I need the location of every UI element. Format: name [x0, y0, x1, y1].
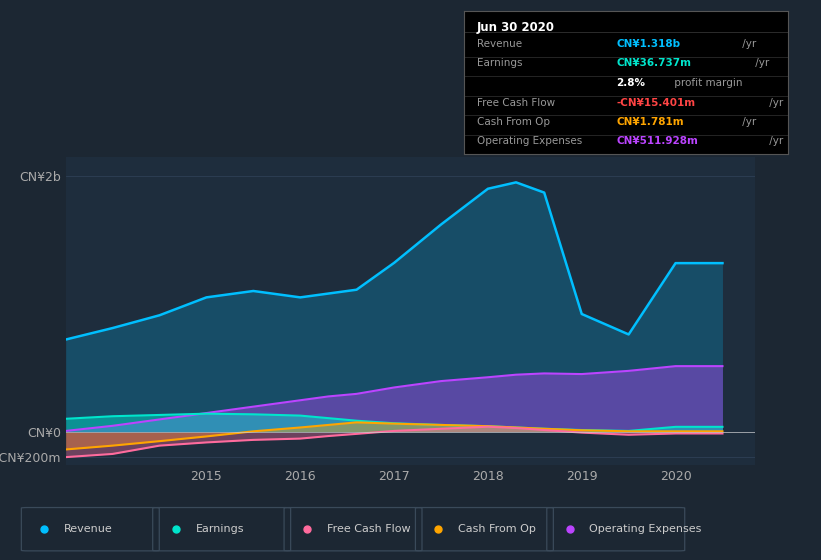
Text: Revenue: Revenue [477, 39, 522, 49]
Text: Revenue: Revenue [64, 524, 112, 534]
Text: profit margin: profit margin [671, 78, 742, 87]
Text: /yr: /yr [753, 58, 770, 68]
Text: 2.8%: 2.8% [617, 78, 645, 87]
Text: CN¥1.781m: CN¥1.781m [617, 117, 684, 127]
Text: Earnings: Earnings [477, 58, 522, 68]
Text: CN¥1.318b: CN¥1.318b [617, 39, 681, 49]
Text: CN¥36.737m: CN¥36.737m [617, 58, 691, 68]
Text: /yr: /yr [739, 39, 756, 49]
Text: /yr: /yr [766, 136, 783, 146]
Text: /yr: /yr [739, 117, 756, 127]
Text: -CN¥15.401m: -CN¥15.401m [617, 97, 695, 108]
Text: Operating Expenses: Operating Expenses [477, 136, 582, 146]
Text: Cash From Op: Cash From Op [458, 524, 536, 534]
Text: Cash From Op: Cash From Op [477, 117, 550, 127]
Text: Free Cash Flow: Free Cash Flow [477, 97, 555, 108]
Text: Operating Expenses: Operating Expenses [589, 524, 702, 534]
Text: CN¥511.928m: CN¥511.928m [617, 136, 698, 146]
Text: Free Cash Flow: Free Cash Flow [327, 524, 410, 534]
Text: /yr: /yr [766, 97, 783, 108]
Text: Jun 30 2020: Jun 30 2020 [477, 21, 555, 34]
Text: Earnings: Earnings [195, 524, 244, 534]
